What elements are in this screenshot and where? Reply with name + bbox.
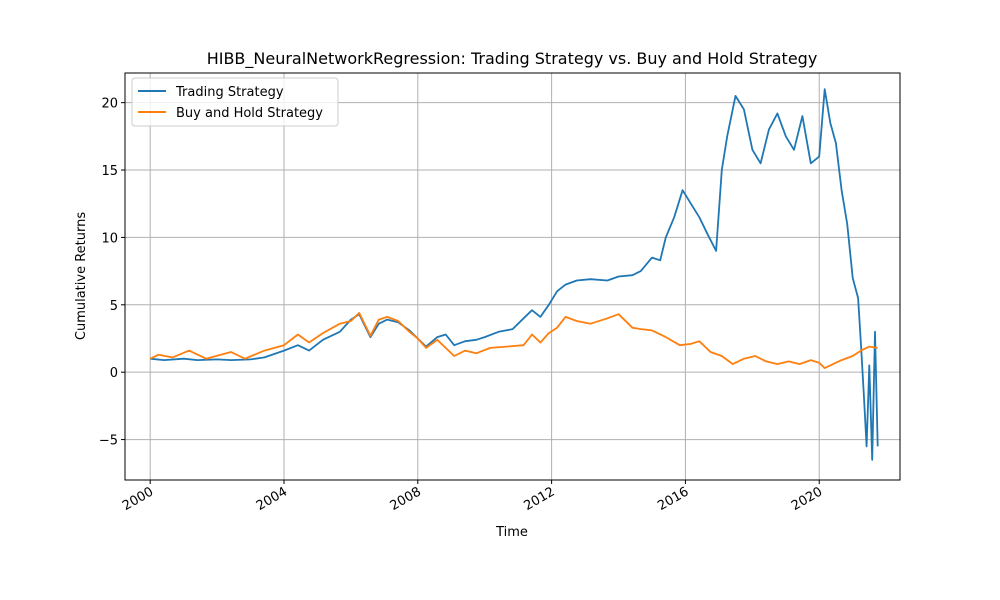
chart-title: HIBB_NeuralNetworkRegression: Trading St… (207, 49, 818, 69)
legend-label: Trading Strategy (175, 85, 284, 100)
plot-area-frame (124, 72, 901, 481)
grid-lines (125, 73, 900, 480)
y-tick-label: 15 (101, 164, 118, 179)
legend-label: Buy and Hold Strategy (176, 106, 323, 121)
series-line-buy-and-hold-strategy (149, 311, 878, 370)
x-axis-label: Time (495, 525, 528, 540)
series-line-trading-strategy (150, 88, 879, 461)
x-tick-label: 2000 (120, 484, 156, 514)
legend-box (131, 77, 339, 127)
y-tick-label: −5 (99, 434, 118, 449)
x-axis: 2000 2004 2008 2012 2016 2020 (120, 480, 825, 514)
x-tick-label: 2012 (521, 484, 557, 514)
x-tick-label: 2020 (789, 484, 825, 514)
y-axis-label: Cumulative Returns (74, 212, 89, 340)
x-tick-label: 2004 (254, 484, 290, 514)
x-tick-label: 2016 (655, 484, 691, 514)
y-tick-label: 20 (101, 97, 118, 112)
x-tick-label: 2008 (388, 484, 424, 514)
legend: Trading Strategy Buy and Hold Strategy (131, 77, 339, 127)
plot-lines (149, 88, 879, 461)
y-tick-label: 10 (101, 231, 118, 246)
y-axis: −5 0 5 10 15 20 (99, 97, 125, 449)
y-tick-label: 0 (110, 366, 118, 381)
y-tick-label: 5 (110, 299, 118, 314)
